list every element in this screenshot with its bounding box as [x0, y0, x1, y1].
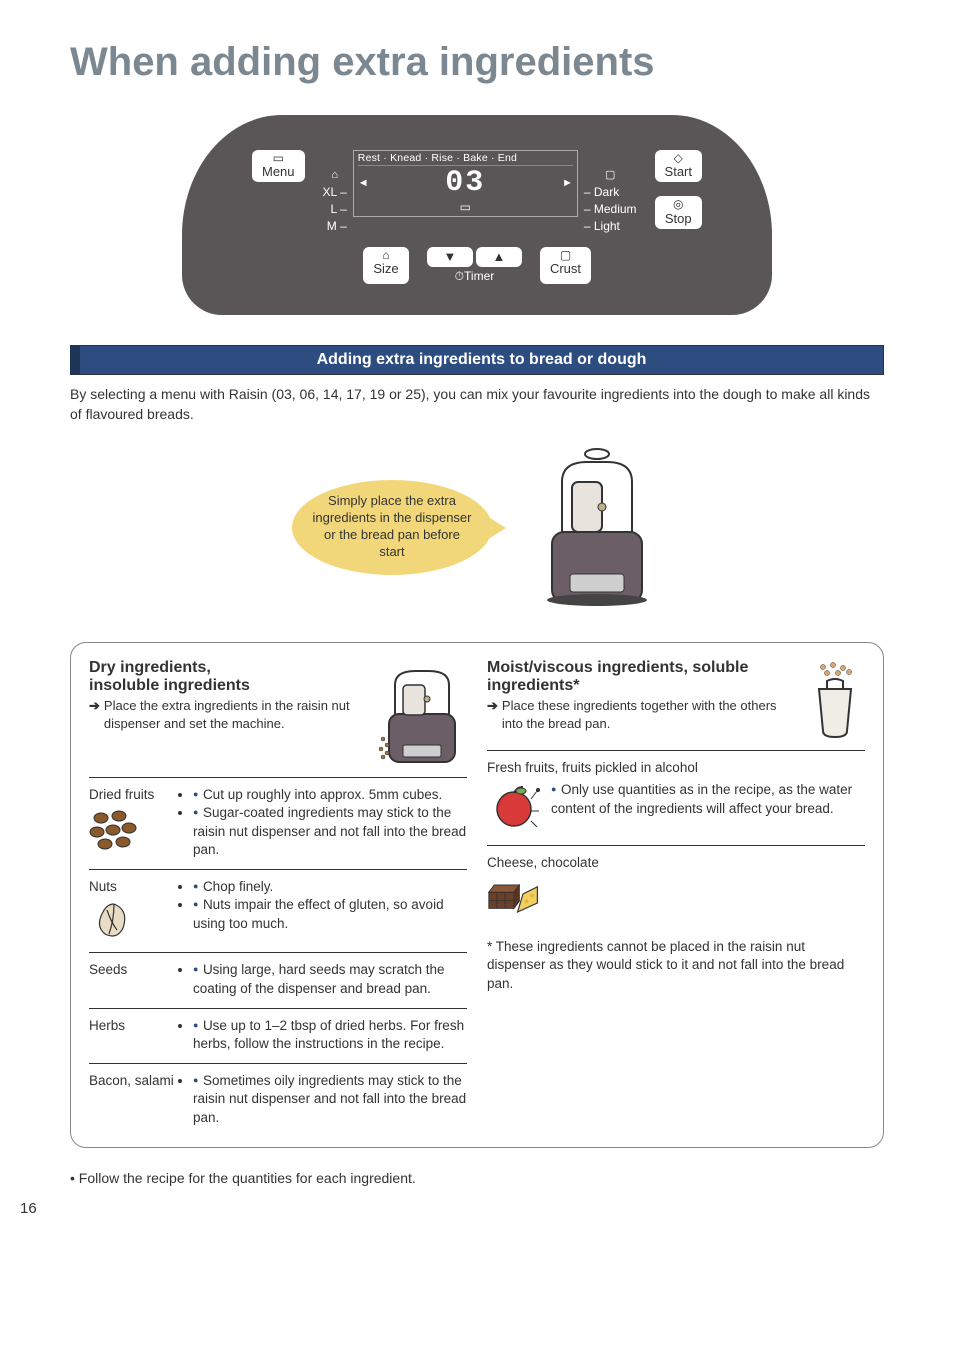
ingredient-item: NutsChop finely.Nuts impair the effect o… — [89, 869, 467, 952]
left-arrow-icon: ◄ — [358, 177, 369, 189]
crust-indicators: ▢ – Dark – Medium – Light — [584, 168, 637, 235]
size-indicators: ⌂ XL – L – M – — [323, 168, 347, 235]
bread-pan-illustration — [805, 659, 865, 742]
arrow-icon: ➔ — [487, 697, 498, 732]
ingredient-item: Herbs Use up to 1–2 tbsp of dried herbs. … — [89, 1008, 467, 1063]
item-label: Bacon, salami — [89, 1072, 181, 1127]
timer-down-button: ▼ — [427, 247, 473, 267]
control-panel-illustration: ▭Menu ⌂ XL – L – M – Rest · Knead · Rise… — [70, 115, 884, 315]
moist-ingredients-column: Moist/viscous ingredients, solubleingred… — [487, 659, 865, 1137]
right-arrow-icon: ► — [562, 177, 573, 189]
item-notes: Only use quantities as in the recipe, as… — [551, 781, 865, 834]
arrow-icon: ➔ — [89, 697, 100, 732]
timer-label: ⏱Timer — [455, 269, 495, 284]
page-number: 16 — [20, 1200, 884, 1217]
item-label: Seeds — [89, 961, 181, 997]
stop-button: ◎Stop — [655, 196, 702, 228]
menu-button: ▭Menu — [252, 150, 305, 182]
section-heading: Adding extra ingredients to bread or dou… — [70, 345, 884, 375]
ingredient-item: Cheese, chocolate — [487, 845, 865, 935]
lcd-display: Rest · Knead · Rise · Bake · End ◄ 03 ► … — [353, 150, 578, 217]
item-notes: Using large, hard seeds may scratch the … — [193, 961, 467, 997]
item-label: Nuts — [89, 878, 181, 942]
dry-ingredients-column: Dry ingredients,insoluble ingredients ➔P… — [89, 659, 467, 1137]
item-label: Cheese, chocolate — [487, 854, 865, 872]
ingredient-icon — [89, 900, 139, 942]
item-label: Fresh fruits, fruits pickled in alcohol — [487, 759, 865, 777]
item-label: Dried fruits — [89, 786, 181, 859]
ingredient-icon — [89, 808, 139, 850]
callout-bubble: Simply place the extra ingredients in th… — [292, 480, 492, 575]
ingredient-item: Dried fruitsCut up roughly into approx. … — [89, 777, 467, 869]
loaf-icon: ⌂ — [323, 168, 347, 183]
moist-heading: Moist/viscous ingredients, solubleingred… — [487, 659, 795, 695]
ingredient-item: Fresh fruits, fruits pickled in alcohol … — [487, 750, 865, 844]
item-notes: Cut up roughly into approx. 5mm cubes.Su… — [193, 786, 467, 859]
timer-up-button: ▲ — [476, 247, 522, 267]
bottom-note: • Follow the recipe for the quantities f… — [70, 1170, 884, 1186]
dry-heading: Dry ingredients,insoluble ingredients — [89, 659, 367, 695]
item-notes: Sometimes oily ingredients may stick to … — [193, 1072, 467, 1127]
start-button: ◇Start — [655, 150, 702, 182]
ingredient-item: Bacon, salamiSometimes oily ingredients … — [89, 1063, 467, 1137]
size-button: ⌂Size — [363, 247, 409, 284]
apple-icon — [487, 781, 541, 834]
ingredient-item: Seeds Using large, hard seeds may scratch… — [89, 952, 467, 1007]
bread-icon: ▢ — [584, 168, 637, 183]
intro-text: By selecting a menu with Raisin (03, 06,… — [70, 385, 884, 424]
cheese-chocolate-icon — [487, 876, 541, 924]
item-notes: Use up to 1–2 tbsp of dried herbs. For f… — [193, 1017, 467, 1053]
bread-machine-illustration — [532, 442, 662, 612]
machine-dispenser-illustration — [377, 659, 467, 769]
ingredients-box: Dry ingredients,insoluble ingredients ➔P… — [70, 642, 884, 1148]
book-icon: ▭ — [358, 200, 573, 214]
footnote: * These ingredients cannot be placed in … — [487, 938, 865, 993]
item-notes: Chop finely.Nuts impair the effect of gl… — [193, 878, 467, 942]
item-label: Herbs — [89, 1017, 181, 1053]
page-title: When adding extra ingredients — [70, 40, 884, 85]
crust-button: ▢Crust — [540, 247, 591, 284]
